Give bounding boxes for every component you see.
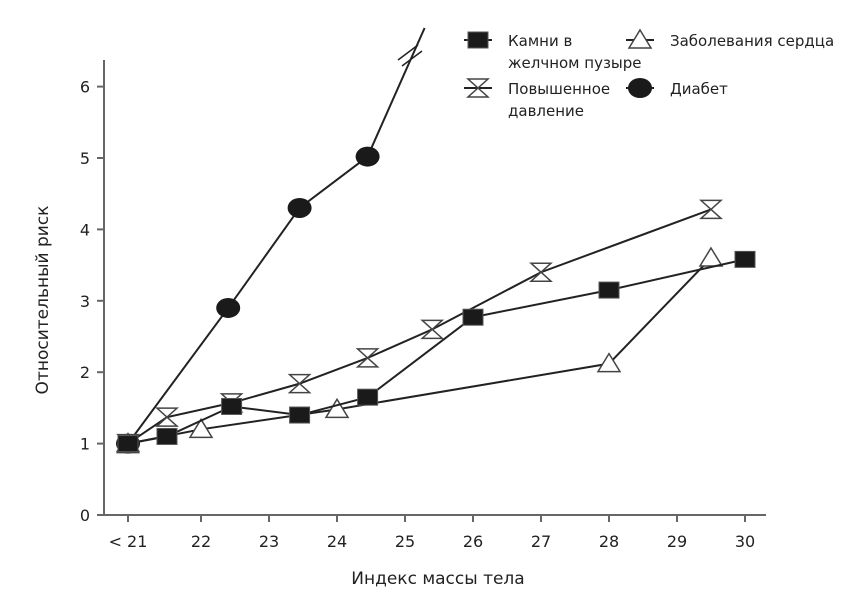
y-tick-label: 4 (80, 220, 90, 239)
data-point (188, 417, 214, 439)
data-point (698, 246, 724, 267)
series-line (127, 27, 426, 445)
legend-label: Камни в (508, 32, 572, 50)
data-point (598, 281, 620, 299)
y-tick-label: 3 (80, 292, 90, 311)
x-tick-label: 29 (667, 532, 687, 551)
data-point (221, 397, 243, 415)
data-point (355, 146, 380, 167)
legend-label: Диабет (670, 80, 728, 98)
data-point (420, 319, 445, 340)
x-axis-label: Индекс массы тела (351, 569, 524, 589)
y-axis-label: Относительный риск (33, 206, 53, 395)
data-point (117, 435, 139, 453)
legend-marker-open-hourglass (466, 78, 490, 98)
legend-marker-filled-circle (628, 78, 652, 98)
legend-item: Заболевания сердца (626, 28, 834, 50)
legend-item: Повышенное давление (464, 78, 610, 120)
axis-break-mark (397, 44, 419, 61)
series-open-hourglass (116, 199, 723, 454)
y-tick-label: 6 (80, 78, 90, 97)
x-tick-label: 25 (395, 532, 415, 551)
series-open-triangle (115, 246, 724, 453)
data-point (287, 197, 312, 218)
legend-label: Заболевания сердца (670, 32, 834, 50)
x-tick-label: 30 (735, 532, 755, 551)
legend-label: желчном пузыре (508, 54, 642, 72)
data-point (734, 250, 756, 268)
data-point (596, 352, 622, 373)
y-tick-label: 5 (80, 149, 90, 168)
y-tick-label: 0 (80, 506, 90, 525)
data-point (355, 348, 380, 368)
x-tick-label: 28 (599, 532, 619, 551)
data-point (289, 406, 311, 424)
data-point (287, 373, 312, 394)
data-point (699, 199, 723, 220)
x-tick-label: 27 (531, 532, 551, 551)
legend-item: Камни в желчном пузыре (464, 31, 642, 72)
series-line (127, 208, 712, 445)
y-tick-label: 1 (80, 435, 90, 454)
data-point (216, 297, 241, 318)
x-tick-label: 26 (463, 532, 483, 551)
series-line (127, 258, 746, 445)
axis-break-mark (401, 50, 423, 67)
data-point (156, 427, 178, 445)
legend-label: Повышенное (508, 80, 610, 98)
x-tick-label: 23 (259, 532, 279, 551)
data-point (462, 308, 484, 326)
legend-marker-filled-square (467, 31, 489, 49)
legend-label: давление (508, 102, 584, 120)
data-point (529, 262, 553, 282)
x-tick-label: 24 (327, 532, 347, 551)
data-point (324, 397, 350, 419)
data-point (357, 388, 379, 406)
x-tick-label: 22 (191, 532, 211, 551)
y-tick-label: 2 (80, 363, 90, 382)
data-point (155, 407, 179, 427)
series-filled-square (117, 250, 756, 453)
legend-marker-open-triangle (627, 28, 653, 49)
x-tick-label: < 21 (109, 532, 148, 551)
legend-item: Диабет (626, 78, 728, 98)
